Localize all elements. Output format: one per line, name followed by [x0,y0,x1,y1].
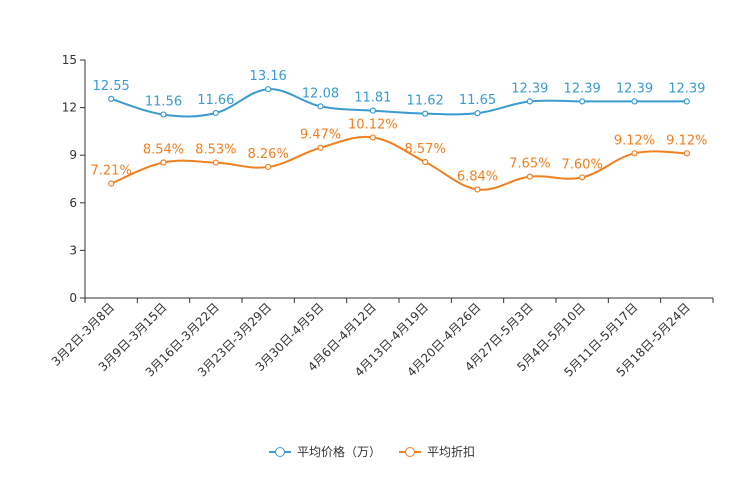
legend-discount-marker-icon [399,446,421,458]
legend-item-price[interactable]: 平均价格（万） [268,443,381,460]
series-0-point [265,86,272,93]
series-0-point [474,110,481,117]
series-1-point [631,150,638,157]
series-1-point [369,134,376,141]
series-0-data-label: 12.39 [668,81,705,96]
y-tick-label: 9 [69,148,77,162]
series-1-data-label: 8.26% [248,147,289,162]
series-1-data-label: 6.84% [457,169,498,184]
y-tick-label: 12 [62,101,77,115]
series-1-point [265,163,272,171]
series-lines [108,86,690,193]
series-1-point [526,173,533,180]
series-0-data-label: 12.39 [511,81,548,96]
series-1-point [474,186,481,193]
series-0-data-label: 12.39 [564,81,601,96]
series-0-point [526,98,533,105]
series-1-data-label: 9.12% [614,133,655,148]
series-0-point [160,111,167,118]
series-0-point [317,103,324,110]
y-tick-label: 0 [69,291,77,305]
series-0-data-label: 11.65 [459,93,496,108]
series-1-point [212,159,219,166]
series-0-data-label: 13.16 [250,69,287,84]
series-0-data-label: 11.62 [407,94,444,109]
series-1-data-label: 7.65% [509,157,550,172]
series-0-data-label: 11.56 [145,95,182,110]
legend: 平均价格（万） 平均折扣 [0,443,744,460]
series-0-data-label: 12.39 [616,81,653,96]
legend-item-discount[interactable]: 平均折扣 [399,443,475,460]
series-1-data-label: 7.21% [91,164,132,179]
series-0-data-label: 12.08 [302,86,339,101]
series-0-data-label: 12.55 [93,79,130,94]
y-tick-label: 15 [62,53,77,67]
series-1-data-label: 9.12% [666,133,707,148]
series-line-0 [110,88,687,118]
series-1-data-label: 9.47% [300,128,341,143]
series-0-point [212,109,219,117]
series-1-data-label: 10.12% [348,117,398,132]
series-1-point [683,150,690,157]
series-1-point [160,159,167,166]
series-1-data-label: 8.53% [195,143,236,158]
series-0-point [422,110,429,117]
series-1-point [579,174,586,181]
legend-discount-label: 平均折扣 [427,445,476,459]
series-0-point [683,98,690,105]
y-tick-label: 3 [69,243,77,257]
series-1-point [108,180,115,187]
y-tick-label: 6 [69,196,77,210]
legend-price-label: 平均价格（万） [296,445,381,459]
series-1-data-label: 8.54% [143,142,184,157]
series-1-data-label: 7.60% [562,157,603,172]
series-0-point [631,98,638,105]
series-line-1 [110,135,687,191]
series-0-point [108,95,115,102]
data-labels: 12.55 11.56 11.66 13.16 12.08 11.81 11.62 11.65… [91,69,708,184]
series-1-data-label: 8.57% [405,142,446,157]
series-1-point [422,158,429,166]
series-0-point [579,98,586,105]
legend-price-marker-icon [268,446,291,458]
series-0-point [369,107,376,114]
series-1-point [317,144,324,151]
series-0-data-label: 11.81 [354,91,391,106]
series-0-data-label: 11.66 [197,93,234,108]
